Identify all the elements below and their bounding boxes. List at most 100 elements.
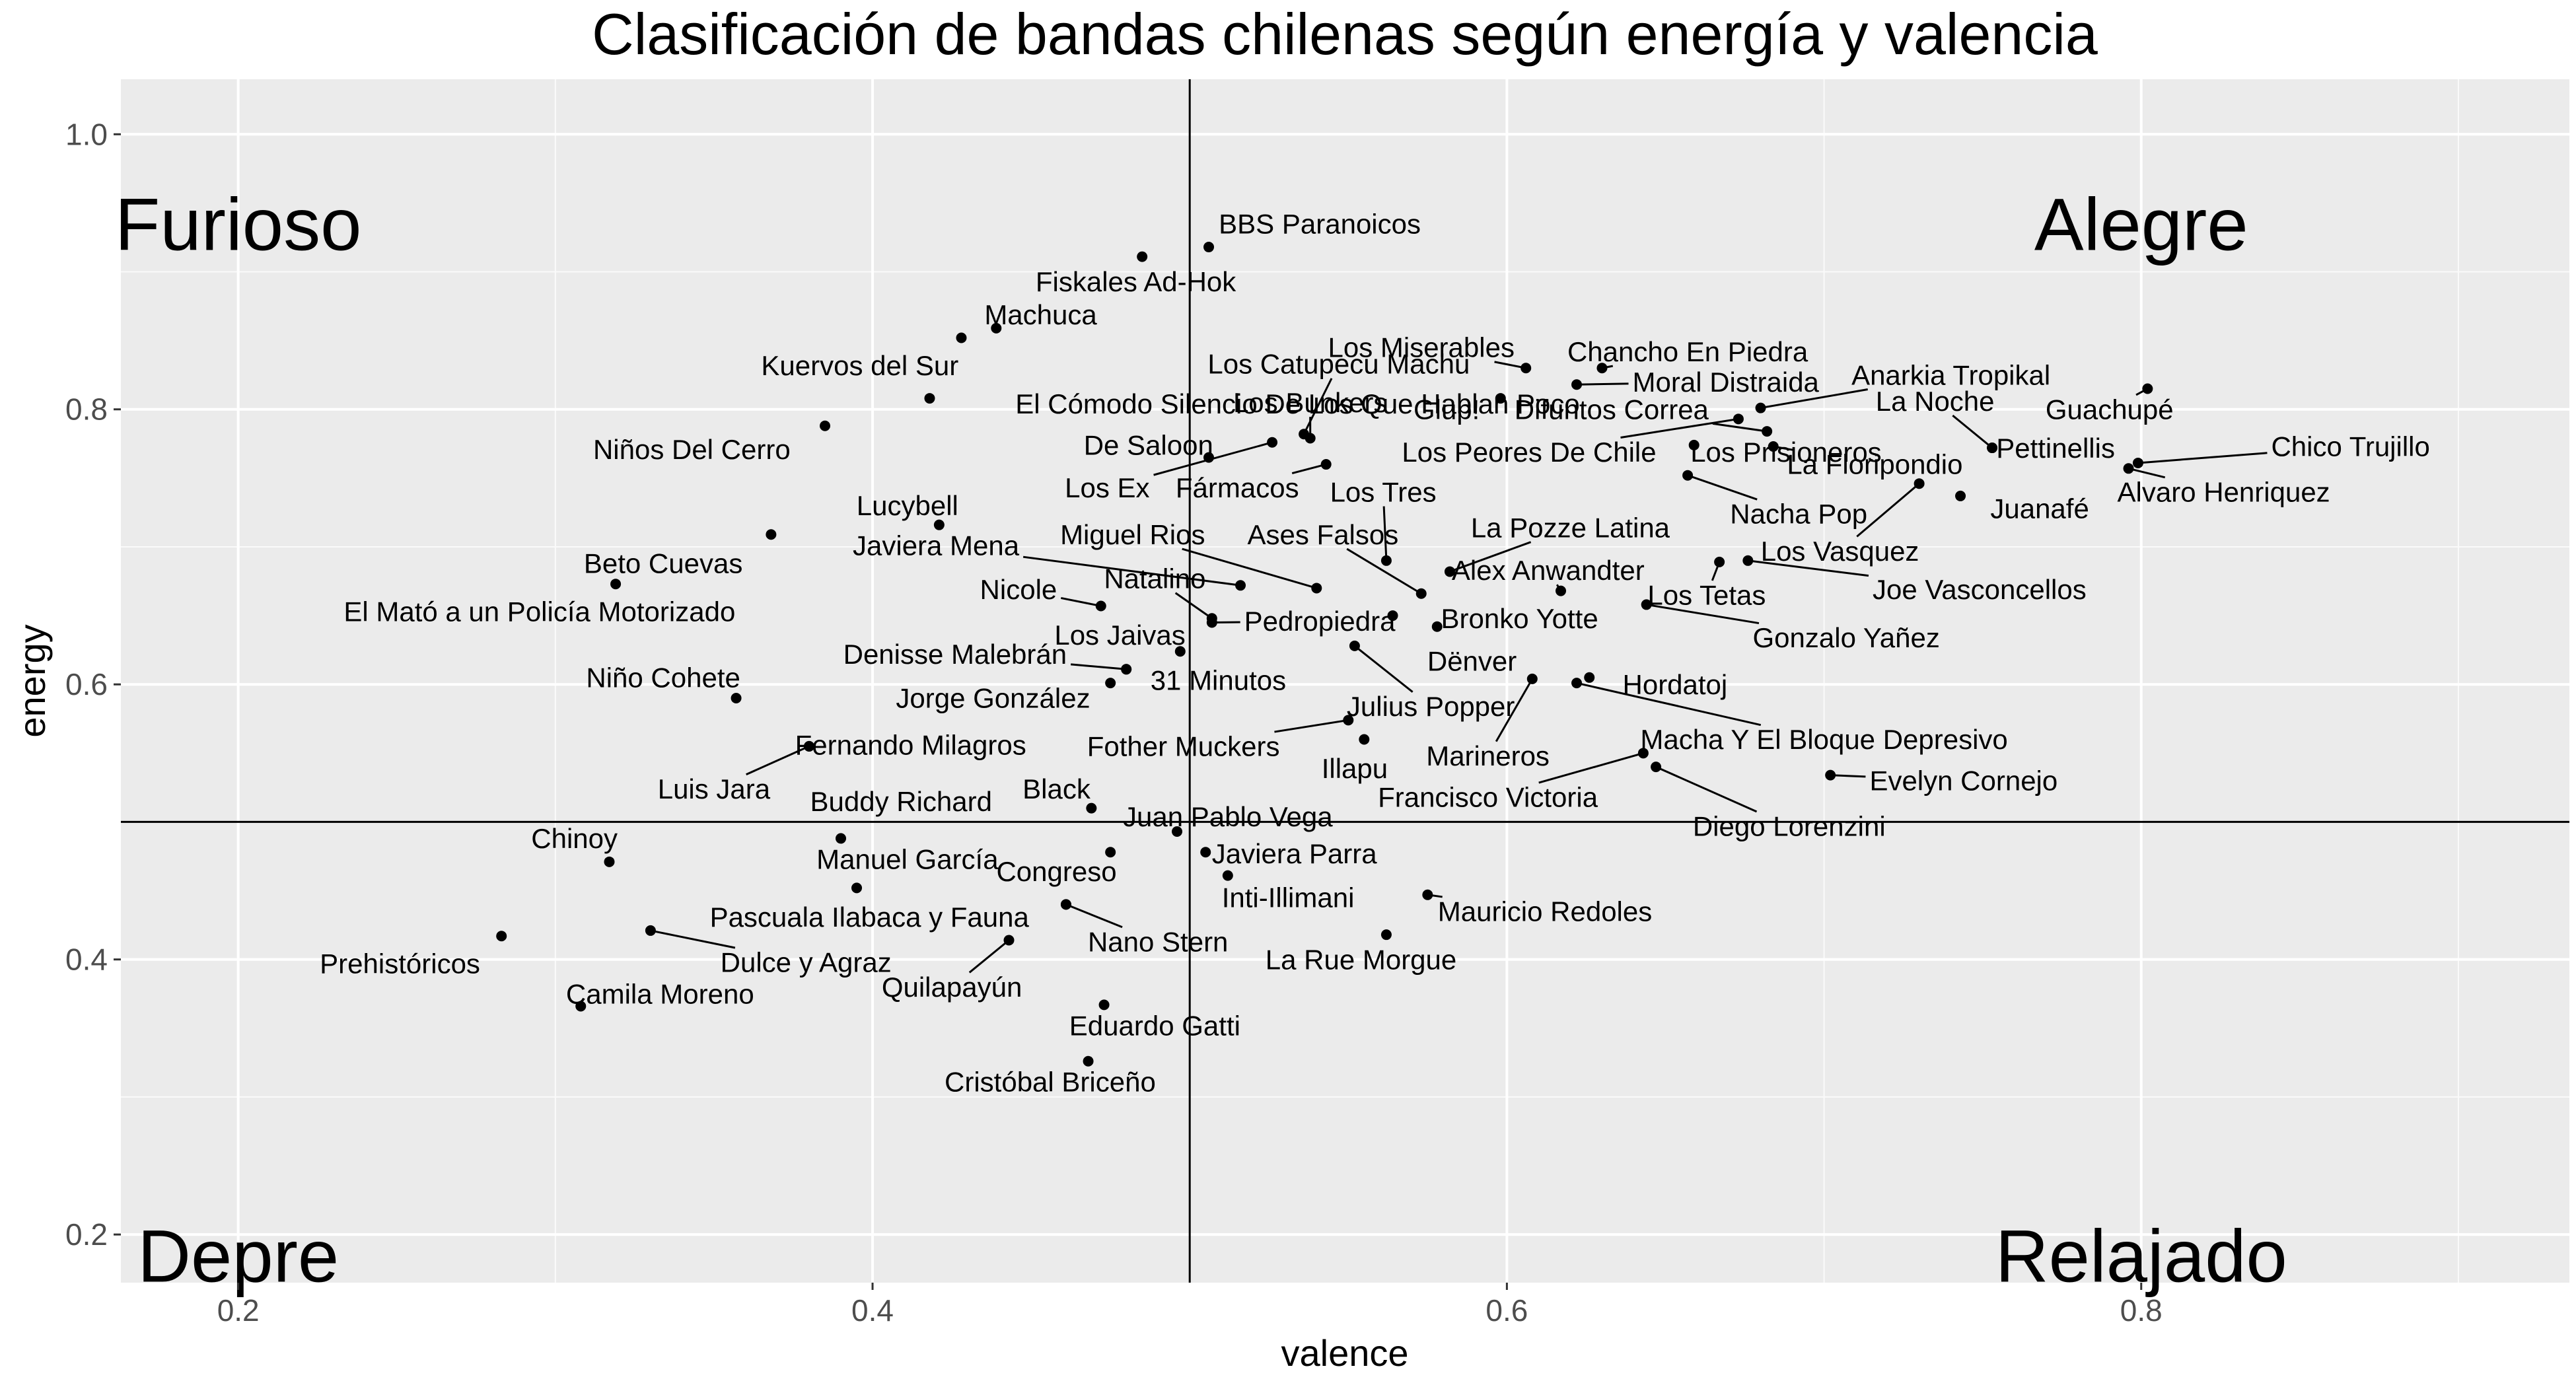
- data-label: Macha Y El Bloque Depresivo: [1640, 724, 2007, 755]
- y-tick-label: 0.8: [65, 392, 108, 427]
- data-label: Guachupé: [2046, 394, 2174, 425]
- data-point: [1637, 748, 1649, 759]
- label-leader-line: [1712, 422, 1768, 433]
- data-label: Fother Muckers: [1087, 731, 1280, 762]
- data-label: Jorge González: [896, 683, 1090, 714]
- data-point: [1571, 379, 1583, 390]
- data-label: Cristóbal Briceño: [945, 1067, 1156, 1098]
- data-point: [1422, 889, 1433, 900]
- label-leader-line: [1494, 361, 1526, 369]
- data-points: [496, 242, 2153, 1067]
- label-leader-line: [1022, 555, 1241, 587]
- label-leader-line: [1760, 388, 1868, 409]
- label-leader-line: [1830, 774, 1866, 778]
- data-label: La Noche: [1876, 386, 1995, 417]
- data-label: Black: [1022, 773, 1091, 804]
- data-label: Nicole: [980, 574, 1057, 605]
- data-point: [1095, 600, 1106, 612]
- data-label: Marineros: [1426, 740, 1550, 771]
- data-point: [1762, 426, 1773, 437]
- data-point: [1596, 363, 1608, 374]
- quadrant-label: Furioso: [115, 184, 361, 266]
- data-label: Difuntos Correa: [1515, 394, 1709, 425]
- data-label: De Saloon: [1084, 430, 1213, 461]
- data-label: Los Catupecu Machu: [1207, 349, 1470, 380]
- data-label: Miguel Rios: [1060, 519, 1205, 550]
- data-point: [1651, 762, 1662, 773]
- data-label: Fiskales Ad-Hok: [1036, 266, 1236, 297]
- data-point: [1742, 555, 1754, 566]
- label-leader-line: [1382, 506, 1388, 561]
- label-leader-line: [1274, 719, 1349, 733]
- data-label: Congreso: [996, 856, 1116, 887]
- data-label: Ases Falsos: [1248, 519, 1399, 550]
- data-point: [1521, 363, 1532, 374]
- label-leader-line: [1655, 765, 1758, 813]
- data-point: [1320, 459, 1332, 470]
- data-label: Los Jaivas: [1054, 620, 1185, 651]
- label-leader-line: [1620, 417, 1739, 439]
- data-point: [1060, 899, 1071, 910]
- data-point: [1768, 441, 1779, 452]
- data-point: [1203, 242, 1215, 253]
- plot-panel: [121, 79, 2569, 1283]
- data-label: Eduardo Gatti: [1069, 1010, 1240, 1041]
- data-label: Juanafé: [1990, 493, 2089, 524]
- data-point: [1305, 433, 1316, 444]
- label-leader-line: [968, 939, 1010, 974]
- data-label: Gonzalo Yañez: [1753, 622, 1940, 653]
- data-label: La Pozze Latina: [1471, 513, 1670, 544]
- grid-major: [121, 79, 2569, 1283]
- data-point: [803, 740, 814, 752]
- data-point: [766, 529, 777, 540]
- label-leader-line: [1687, 474, 1758, 501]
- data-point: [1495, 393, 1506, 404]
- data-label: Pascuala Ilabaca y Fauna: [710, 902, 1030, 933]
- data-point: [610, 579, 622, 590]
- label-leader-line: [1303, 378, 1333, 435]
- data-point: [991, 322, 1002, 334]
- data-point: [1172, 826, 1183, 837]
- label-leader-line: [1291, 463, 1327, 475]
- data-point: [1349, 640, 1360, 651]
- data-point: [1267, 437, 1278, 448]
- data-point: [1688, 439, 1699, 450]
- data-label: Los Tres: [1330, 476, 1437, 507]
- label-leader-line: [1646, 603, 1760, 625]
- data-label: Los Vasquez: [1761, 536, 1919, 567]
- data-label: Denisse Malebrán: [843, 639, 1067, 670]
- data-point: [2142, 383, 2153, 394]
- data-label: Los Miserables: [1328, 332, 1515, 363]
- data-point: [1105, 847, 1116, 858]
- label-leader-line: [1748, 559, 1869, 577]
- label-leader-line: [1174, 592, 1213, 620]
- label-leader-line: [2137, 452, 2268, 464]
- data-label: La Floripondio: [1787, 449, 1962, 480]
- x-tick-label: 0.2: [217, 1293, 260, 1328]
- data-point: [1137, 251, 1148, 262]
- data-label: Los Tetas: [1647, 580, 1766, 611]
- data-label: Nacha Pop: [1730, 499, 1867, 530]
- data-point: [1083, 1055, 1094, 1067]
- data-point: [1987, 443, 1998, 454]
- data-label: Dënver: [1427, 646, 1517, 677]
- data-point: [851, 882, 863, 894]
- y-axis-ticks: 0.2 0.4 0.6 0.8 1.0: [65, 117, 121, 1252]
- data-point: [1415, 588, 1427, 599]
- data-label: Francisco Victoria: [1378, 782, 1598, 813]
- data-label: Glup!: [1413, 394, 1480, 425]
- data-label: Buddy Richard: [810, 786, 992, 817]
- label-leader-line: [1856, 483, 1920, 538]
- data-point: [1825, 769, 1836, 781]
- data-label: Fármacos: [1176, 472, 1299, 503]
- data-point: [1003, 935, 1015, 946]
- data-point: [1206, 617, 1217, 628]
- data-point: [1431, 621, 1443, 632]
- data-point: [2123, 463, 2134, 474]
- data-label: Pettinellis: [1996, 433, 2115, 464]
- data-point: [1174, 646, 1186, 657]
- data-point: [1641, 599, 1652, 610]
- data-label: Moral Distraida: [1633, 367, 1820, 398]
